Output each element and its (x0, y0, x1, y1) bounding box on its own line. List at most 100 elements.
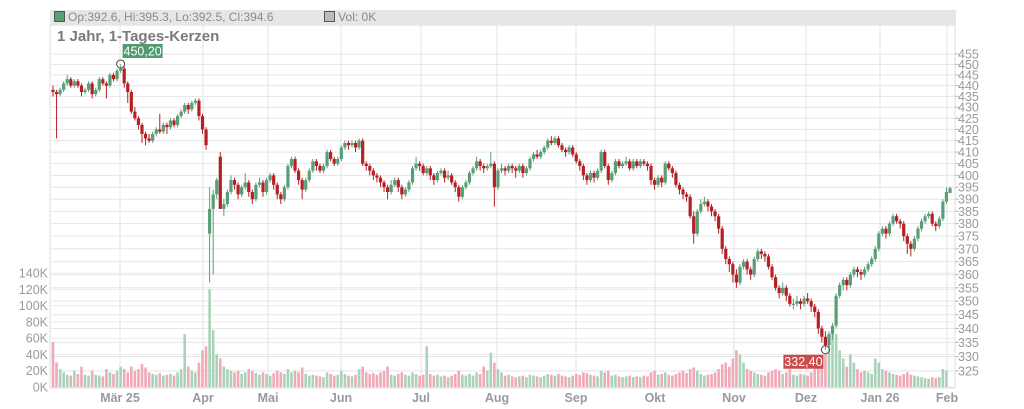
volume-bar (902, 373, 906, 387)
volume-bar (514, 377, 518, 387)
candle-body (795, 301, 799, 304)
volume-bar (347, 375, 350, 387)
volume-bar (802, 374, 806, 387)
candle-body (560, 145, 564, 150)
candle-body (286, 165, 290, 188)
volume-bar (574, 373, 578, 387)
low-marker-icon (820, 345, 830, 355)
candle-body (229, 180, 233, 192)
volume-bar (208, 289, 211, 387)
volume-bar (752, 372, 756, 387)
price-tick-label: 400 (958, 169, 979, 183)
volume-bar (421, 374, 425, 387)
price-tick-label: 405 (958, 157, 979, 171)
candle-body (592, 173, 596, 178)
volume-bar (667, 374, 671, 387)
volume-bar (784, 372, 788, 387)
volume-bar (695, 370, 699, 387)
candle-body (254, 184, 258, 200)
candle-body (432, 175, 436, 181)
candle-body (677, 184, 682, 190)
volume-bar (827, 338, 831, 387)
volume-bar (834, 334, 838, 387)
volume-bar (920, 377, 923, 387)
high-label-box (122, 43, 163, 58)
volume-bar (62, 372, 65, 387)
candle-body (496, 170, 500, 188)
volume-bar (69, 375, 73, 387)
candle-body (158, 129, 162, 132)
volume-bar (660, 373, 663, 387)
volume-bar (621, 377, 624, 387)
volume-bars (51, 289, 948, 387)
candle-body (54, 92, 59, 95)
volume-bar (83, 374, 87, 387)
candle-body (453, 182, 457, 188)
candle-body (649, 165, 653, 181)
x-tick-label: Mär 25 (100, 391, 140, 405)
volume-bar (229, 370, 233, 387)
candle-body (69, 79, 73, 86)
candle-body (400, 187, 404, 195)
candle-body (471, 168, 475, 174)
candle-body (663, 163, 667, 183)
volume-bar (283, 373, 286, 387)
volume-bar (881, 369, 884, 387)
candle-body (777, 287, 781, 294)
candle-body (731, 264, 735, 275)
price-tick-label: 440 (958, 79, 979, 93)
candle-body (58, 89, 62, 95)
volume-bar (194, 372, 197, 387)
candle-body (887, 223, 892, 234)
volume-bar (592, 375, 596, 387)
volume-bar (350, 376, 354, 387)
volume-bar (400, 372, 404, 387)
candle-body (674, 173, 678, 185)
volume-bar (646, 376, 649, 387)
candle-body (802, 298, 806, 304)
price-tick-label: 445 (958, 68, 979, 82)
volume-bar (763, 375, 767, 387)
candle-body (695, 211, 699, 234)
volume-bar (624, 376, 628, 387)
candle-body (108, 74, 112, 86)
volume-bar (795, 375, 799, 387)
volume-bar (557, 373, 560, 387)
candle-body (620, 163, 625, 166)
volume-bar (453, 373, 457, 387)
volume-bar (788, 369, 792, 387)
volume-bar (233, 372, 236, 387)
candle-body (403, 189, 407, 195)
volume-bar (407, 375, 411, 387)
volume-bar (845, 366, 849, 387)
volume-bar (475, 372, 478, 387)
volume-bar (905, 372, 909, 387)
candle-body (129, 92, 133, 112)
candle-body (531, 154, 536, 160)
volume-bar (429, 373, 432, 387)
volume-bar (525, 377, 528, 387)
price-tick-label: 365 (958, 255, 979, 269)
high-marker-icon (116, 59, 126, 69)
candle-body (396, 180, 400, 188)
candle-body (930, 213, 934, 224)
volume-bar (464, 375, 468, 387)
volume-bar (503, 375, 507, 387)
volume-bar (539, 377, 542, 387)
candle-body (895, 216, 899, 222)
volume-bar (375, 374, 379, 387)
candles (51, 63, 952, 350)
candle-body (297, 170, 301, 181)
candle-body (606, 165, 610, 181)
volume-bar (468, 373, 471, 387)
volume-bar (692, 367, 696, 387)
volume-bar (51, 342, 55, 387)
candle-body (766, 256, 771, 267)
candle-body (165, 124, 169, 128)
candle-body (521, 165, 525, 174)
volume-bar (482, 366, 486, 387)
candle-body (147, 138, 151, 141)
candle-body (934, 223, 938, 227)
volume-bar (535, 376, 539, 387)
volume-bar (179, 369, 183, 387)
